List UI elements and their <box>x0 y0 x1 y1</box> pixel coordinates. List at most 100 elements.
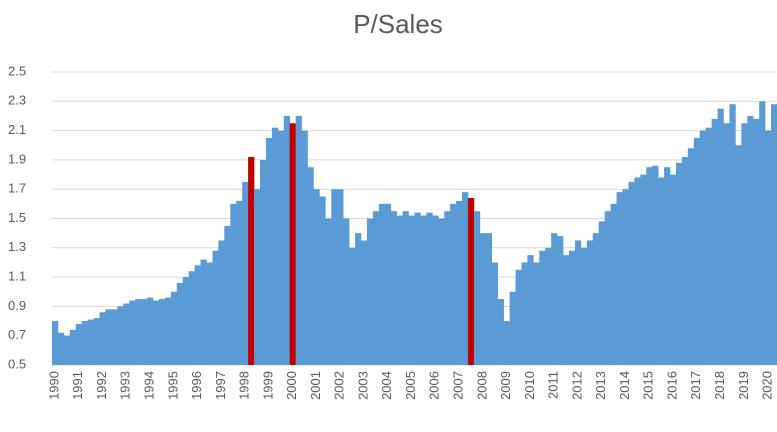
bar <box>765 130 772 365</box>
bar <box>182 277 189 365</box>
bar <box>717 108 724 365</box>
x-tick-label: 1998 <box>237 371 252 400</box>
x-tick-label: 1991 <box>70 371 85 400</box>
bar <box>551 233 558 365</box>
x-tick-label: 2004 <box>379 371 394 400</box>
y-tick-label: 0.5 <box>8 356 26 371</box>
bar <box>111 309 118 365</box>
bar <box>438 218 445 365</box>
bar <box>646 167 653 365</box>
bar <box>372 211 380 365</box>
x-tick-label: 1997 <box>213 371 228 400</box>
bar <box>75 323 83 365</box>
x-tick-label: 1994 <box>141 371 156 400</box>
bar <box>117 306 124 365</box>
x-tick-label: 2016 <box>664 371 679 400</box>
bar <box>563 255 570 365</box>
y-tick-label: 0.7 <box>8 327 26 342</box>
bar <box>741 123 748 366</box>
bar <box>129 300 136 365</box>
bar <box>194 265 201 365</box>
bar <box>176 282 184 365</box>
bar <box>705 127 712 365</box>
bar <box>307 167 314 365</box>
bar <box>153 300 160 365</box>
bar <box>164 297 172 365</box>
bar <box>301 130 308 365</box>
bar <box>652 165 659 365</box>
bar <box>539 250 546 365</box>
bar <box>598 221 605 365</box>
bar <box>200 259 207 365</box>
bar <box>664 167 671 365</box>
bar <box>390 211 397 365</box>
bar <box>87 319 94 365</box>
x-tick-label: 2013 <box>593 371 608 400</box>
bar <box>378 203 386 365</box>
bar <box>343 218 350 365</box>
bar <box>99 312 106 365</box>
bar <box>277 130 285 365</box>
bar <box>259 159 267 365</box>
bar <box>123 303 130 365</box>
bar <box>747 115 754 365</box>
x-tick-label: 2006 <box>427 371 442 400</box>
bar <box>604 211 611 365</box>
bar <box>355 233 362 365</box>
bar <box>670 174 677 365</box>
bar <box>52 321 59 365</box>
bar <box>462 192 469 365</box>
bar <box>361 240 368 365</box>
x-tick-label: 2020 <box>760 371 775 400</box>
bar <box>337 189 344 365</box>
bar <box>141 299 148 365</box>
bar <box>414 212 421 365</box>
bar <box>426 212 433 365</box>
bar <box>456 200 463 365</box>
x-tick-label: 1999 <box>260 371 275 400</box>
y-tick-label: 1.7 <box>8 181 26 196</box>
bar <box>527 255 534 365</box>
bar <box>723 123 730 366</box>
bar <box>63 335 71 365</box>
bar <box>283 115 291 365</box>
bar <box>681 156 689 365</box>
x-tick-label: 2001 <box>308 371 323 400</box>
bar <box>188 271 195 365</box>
x-tick-label: 2011 <box>546 371 561 399</box>
bar <box>242 181 249 365</box>
bar <box>295 115 302 365</box>
x-tick-label: 1993 <box>118 371 133 400</box>
bar <box>396 215 403 365</box>
x-tick-label: 2017 <box>688 371 703 400</box>
bar <box>206 262 213 365</box>
bar <box>515 269 522 365</box>
x-tick-label: 2008 <box>474 371 489 400</box>
bar <box>628 181 635 365</box>
bar <box>473 211 481 365</box>
bar <box>420 215 427 365</box>
bar <box>479 233 487 365</box>
y-tick-label: 2.3 <box>8 93 26 108</box>
bar <box>444 211 451 365</box>
bar <box>432 215 439 365</box>
bar <box>675 162 683 365</box>
bar <box>331 189 338 365</box>
y-tick-label: 2.5 <box>8 63 26 78</box>
bar <box>634 177 641 365</box>
bar <box>69 329 77 365</box>
bar <box>699 130 706 365</box>
bar <box>212 250 219 365</box>
y-tick-label: 1.5 <box>8 210 26 225</box>
bar <box>236 200 243 365</box>
bar <box>158 299 166 365</box>
x-tick-label: 1992 <box>94 371 109 400</box>
bar <box>521 262 528 365</box>
x-tick-label: 2002 <box>332 371 347 400</box>
bar <box>402 211 409 365</box>
bar <box>289 123 296 366</box>
x-tick-label: 1995 <box>165 371 180 400</box>
bar <box>759 101 766 366</box>
bar <box>147 297 154 365</box>
bar <box>271 127 279 365</box>
